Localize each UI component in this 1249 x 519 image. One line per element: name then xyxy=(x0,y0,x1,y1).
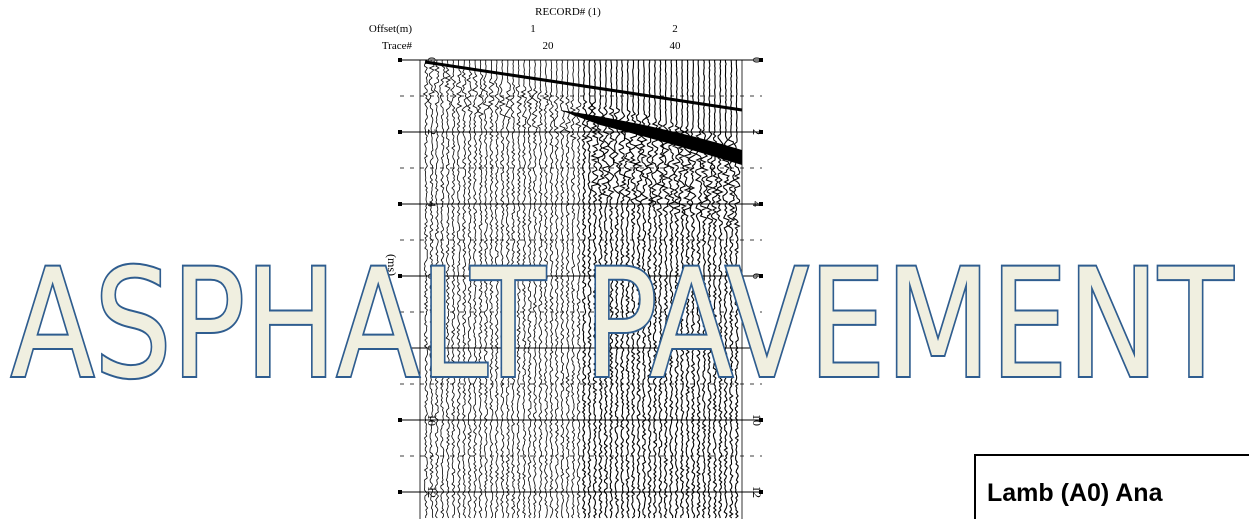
tick-square xyxy=(398,130,402,134)
trace xyxy=(428,59,436,519)
trace xyxy=(531,59,539,519)
trace xyxy=(564,59,572,519)
trace xyxy=(504,59,512,519)
trace xyxy=(590,59,601,519)
time-tick-label: 10 xyxy=(425,414,439,426)
tick-square xyxy=(759,274,763,278)
tick-square xyxy=(759,202,763,206)
record-title: RECORD# (1) xyxy=(535,6,601,18)
tick-square xyxy=(759,130,763,134)
trace xyxy=(623,59,633,519)
time-tick-label: 6 xyxy=(425,273,439,279)
trace xyxy=(493,59,500,519)
trace xyxy=(559,59,566,519)
tick-square xyxy=(398,274,402,278)
trace xyxy=(600,59,611,519)
offset-label: Offset(m) xyxy=(369,23,413,35)
trace xyxy=(726,59,736,519)
trace-tick: 40 xyxy=(670,40,682,52)
seismic-traces xyxy=(422,59,743,519)
tick-square xyxy=(398,418,402,422)
trace xyxy=(553,59,560,519)
trace xyxy=(439,59,446,519)
time-tick-label: 6 xyxy=(750,273,764,279)
time-tick-label: 10 xyxy=(750,414,764,426)
trace xyxy=(715,59,724,519)
trace-tick: 20 xyxy=(543,40,555,52)
tick-square xyxy=(398,490,402,494)
trace xyxy=(607,59,616,519)
tick-square xyxy=(759,418,763,422)
surface-wave-band xyxy=(560,110,742,165)
time-tick-label: 12 xyxy=(425,486,439,498)
tick-square xyxy=(398,202,402,206)
trace xyxy=(487,59,495,519)
time-tick-label: 0 xyxy=(425,57,439,63)
trace xyxy=(444,59,452,519)
trace xyxy=(612,59,621,519)
record-axes: RECORD# (1) Offset(m) 1 2 Trace# 20 40 (… xyxy=(369,6,764,519)
tick-square xyxy=(759,346,763,350)
box-label: Lamb (A0) Ana xyxy=(987,479,1164,507)
trace xyxy=(455,59,463,519)
trace xyxy=(526,59,533,519)
trace xyxy=(515,59,523,519)
trace xyxy=(477,59,485,519)
tick-square xyxy=(759,58,763,62)
first-arrival xyxy=(424,60,743,112)
trace xyxy=(694,59,703,519)
tick-square xyxy=(398,58,402,62)
trace xyxy=(596,59,606,519)
trace xyxy=(461,59,468,519)
trace xyxy=(466,59,473,519)
trace xyxy=(580,59,589,519)
time-tick-label: 12 xyxy=(750,486,764,498)
trace xyxy=(710,59,720,519)
time-tick-label: 4 xyxy=(750,201,764,207)
trace xyxy=(574,59,582,519)
time-tick-label: 4 xyxy=(425,201,439,207)
trace xyxy=(682,59,693,519)
time-tick-label: 2 xyxy=(425,129,439,135)
trace xyxy=(548,59,555,519)
overlay-title: ASPHALT PAVEMENT xyxy=(11,238,1234,412)
label-box xyxy=(974,454,1249,519)
time-tick-label: 0 xyxy=(750,57,764,63)
trace xyxy=(498,59,507,519)
trace xyxy=(542,59,550,519)
trace xyxy=(536,59,543,519)
trace xyxy=(721,59,731,519)
trace xyxy=(509,59,516,518)
offset-tick: 2 xyxy=(672,23,678,35)
offset-tick: 1 xyxy=(530,23,536,35)
trace xyxy=(422,59,430,518)
trace xyxy=(618,59,628,519)
tick-square xyxy=(759,490,763,494)
trace xyxy=(482,59,490,519)
time-tick-label: 8 xyxy=(750,345,764,351)
time-tick-label: 2 xyxy=(750,129,764,135)
trace-label: Trace# xyxy=(382,40,413,52)
time-axis-label: (ms) xyxy=(385,254,399,276)
trace xyxy=(585,59,593,519)
trace xyxy=(732,59,741,519)
trace xyxy=(569,59,577,519)
time-tick-label: 8 xyxy=(425,345,439,351)
trace xyxy=(704,59,715,519)
trace xyxy=(520,59,528,519)
trace xyxy=(688,59,698,519)
trace xyxy=(471,59,479,519)
trace xyxy=(699,59,710,519)
trace xyxy=(433,59,440,519)
tick-square xyxy=(398,346,402,350)
trace xyxy=(449,59,457,519)
